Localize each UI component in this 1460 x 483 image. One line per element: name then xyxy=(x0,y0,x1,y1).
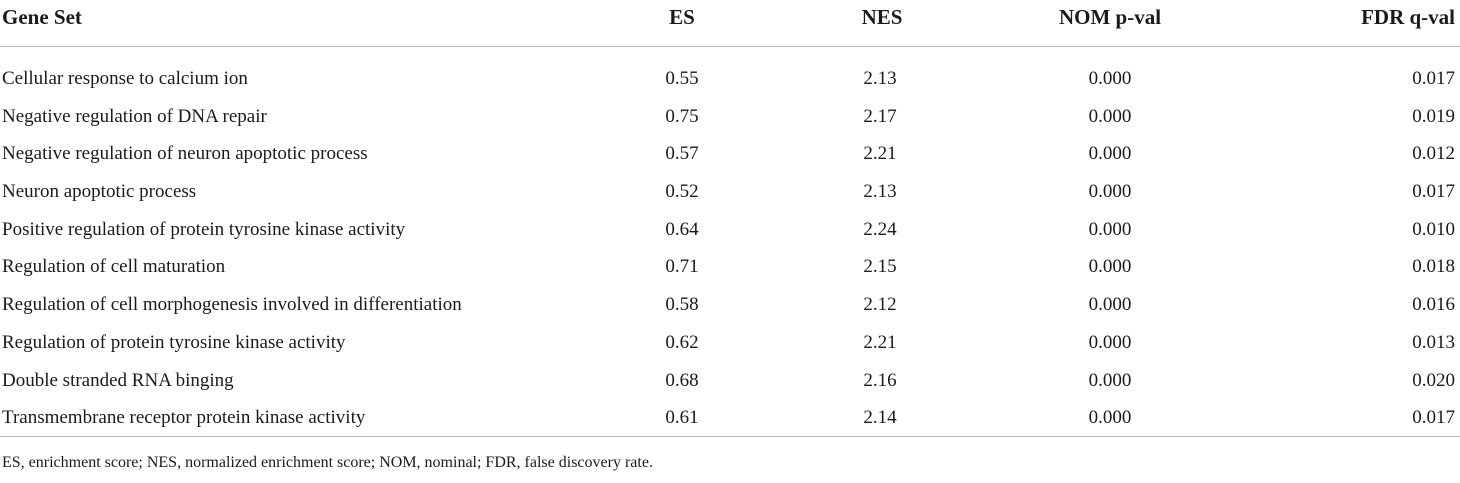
cell-gene-set: Neuron apoptotic process xyxy=(2,181,197,203)
table-footnote: ES, enrichment score; NES, normalized en… xyxy=(2,454,653,471)
cell-es: 0.62 xyxy=(665,331,699,353)
cell-nom-p-val: 0.000 xyxy=(1088,218,1132,240)
cell-nom-p-val: 0.000 xyxy=(1088,256,1132,278)
cell-nes: 2.14 xyxy=(863,407,897,429)
cell-gene-set: Regulation of cell morphogenesis involve… xyxy=(2,294,462,316)
header-gene-set: Gene Set xyxy=(2,5,82,29)
cell-fdr-q-val: 0.017 xyxy=(1412,68,1455,89)
cell-nom-p-val: 0.000 xyxy=(1088,294,1132,316)
header-nes: NES xyxy=(861,5,903,29)
cell-nes: 2.13 xyxy=(863,68,897,89)
cell-es: 0.55 xyxy=(665,68,699,89)
cell-gene-set: Transmembrane receptor protein kinase ac… xyxy=(2,407,366,429)
cell-fdr-q-val: 0.019 xyxy=(1412,105,1455,127)
table-row: Double stranded RNA binging 0.68 2.16 0.000… xyxy=(0,362,1460,400)
cell-nom-p-val: 0.000 xyxy=(1088,105,1132,127)
cell-nom-p-val: 0.000 xyxy=(1088,181,1132,203)
cell-fdr-q-val: 0.012 xyxy=(1412,143,1455,165)
cell-gene-set: Double stranded RNA binging xyxy=(2,369,234,391)
cell-fdr-q-val: 0.013 xyxy=(1412,331,1455,353)
cell-gene-set: Regulation of protein tyrosine kinase ac… xyxy=(2,331,346,353)
header-nom-p-val: NOM p-val xyxy=(1058,5,1162,29)
cell-es: 0.58 xyxy=(665,294,699,316)
cell-gene-set: Cellular response to calcium ion xyxy=(2,68,248,89)
cell-fdr-q-val: 0.018 xyxy=(1412,256,1455,278)
table-row: Transmembrane receptor protein kinase ac… xyxy=(0,399,1460,437)
table-row: Negative regulation of DNA repair 0.75 2.1… xyxy=(0,98,1460,136)
header-fdr-q-val: FDR q-val xyxy=(1361,5,1455,29)
table-header: Gene Set ES NES NOM p-val FDR q-val xyxy=(0,0,1460,47)
cell-nes: 2.15 xyxy=(863,256,897,278)
cell-nom-p-val: 0.000 xyxy=(1088,68,1132,89)
table-row: Positive regulation of protein tyrosine … xyxy=(0,211,1460,249)
cell-nes: 2.13 xyxy=(863,181,897,203)
gsea-table: Gene Set ES NES NOM p-val FDR q-val Cell… xyxy=(0,0,1460,437)
cell-nes: 2.24 xyxy=(863,218,897,240)
cell-nom-p-val: 0.000 xyxy=(1088,407,1132,429)
table-row: Neuron apoptotic process 0.52 2.13 0.000 0.0… xyxy=(0,173,1460,211)
cell-gene-set: Positive regulation of protein tyrosine … xyxy=(2,218,406,240)
cell-fdr-q-val: 0.010 xyxy=(1412,218,1455,240)
table-row: Regulation of cell morphogenesis involve… xyxy=(0,286,1460,324)
table-row: Regulation of cell maturation 0.71 2.15 0.0… xyxy=(0,248,1460,286)
cell-es: 0.52 xyxy=(665,181,699,203)
cell-es: 0.71 xyxy=(665,256,699,278)
cell-nom-p-val: 0.000 xyxy=(1088,331,1132,353)
cell-gene-set: Negative regulation of DNA repair xyxy=(2,105,267,127)
cell-fdr-q-val: 0.016 xyxy=(1412,294,1455,316)
cell-es: 0.75 xyxy=(665,105,699,127)
cell-es: 0.61 xyxy=(665,407,699,429)
cell-nom-p-val: 0.000 xyxy=(1088,369,1132,391)
header-es: ES xyxy=(669,5,695,29)
cell-fdr-q-val: 0.020 xyxy=(1412,369,1455,391)
cell-gene-set: Negative regulation of neuron apoptotic … xyxy=(2,143,368,165)
cell-nes: 2.12 xyxy=(863,294,897,316)
cell-es: 0.57 xyxy=(665,143,699,165)
cell-fdr-q-val: 0.017 xyxy=(1412,181,1455,203)
table-row: Cellular response to calcium ion 0.55 2.13… xyxy=(0,60,1460,98)
cell-es: 0.64 xyxy=(665,218,699,240)
table-row: Regulation of protein tyrosine kinase ac… xyxy=(0,324,1460,362)
cell-nes: 2.21 xyxy=(863,331,897,353)
table-body: Cellular response to calcium ion 0.55 2.13… xyxy=(0,47,1460,437)
cell-nom-p-val: 0.000 xyxy=(1088,143,1132,165)
cell-fdr-q-val: 0.017 xyxy=(1412,407,1455,429)
cell-nes: 2.16 xyxy=(863,369,897,391)
cell-nes: 2.21 xyxy=(863,143,897,165)
cell-gene-set: Regulation of cell maturation xyxy=(2,256,226,278)
cell-es: 0.68 xyxy=(665,369,699,391)
table-row: Negative regulation of neuron apoptotic … xyxy=(0,135,1460,173)
cell-nes: 2.17 xyxy=(863,105,897,127)
